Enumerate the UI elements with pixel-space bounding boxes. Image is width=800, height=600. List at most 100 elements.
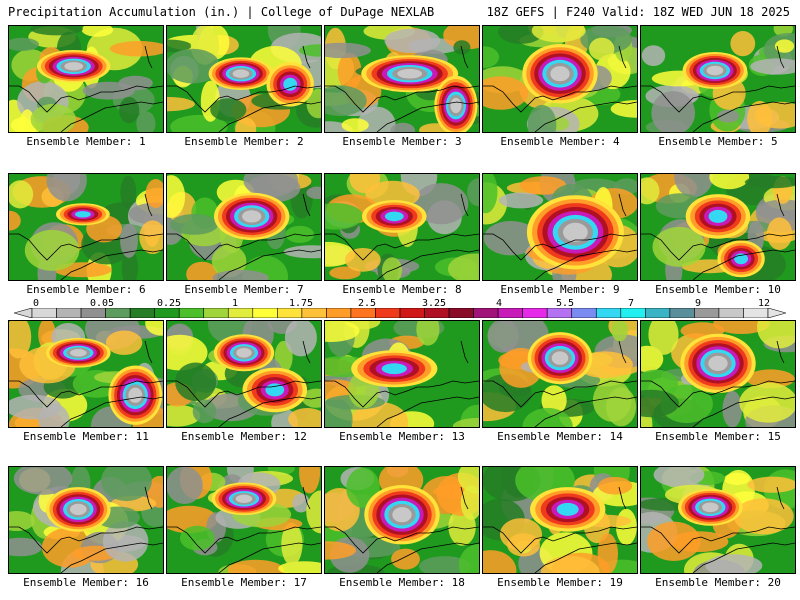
lake-outline bbox=[460, 45, 469, 69]
coastline-outline bbox=[534, 542, 637, 573]
precip-area bbox=[483, 46, 500, 68]
coastline-outline bbox=[60, 249, 163, 280]
precip-map bbox=[166, 173, 322, 281]
coastline-outline bbox=[218, 101, 321, 132]
precip-area bbox=[483, 550, 517, 573]
precip-area bbox=[540, 555, 600, 573]
legend-tick-label: 0.25 bbox=[156, 298, 182, 309]
legend-swatch bbox=[595, 308, 622, 318]
legend-swatch bbox=[522, 308, 548, 318]
precip-area bbox=[531, 26, 586, 43]
precip-area bbox=[9, 210, 21, 231]
precip-area bbox=[30, 103, 76, 132]
precip-map bbox=[482, 466, 638, 574]
precip-area bbox=[483, 76, 529, 110]
border-outline bbox=[9, 380, 163, 408]
ensemble-member-panel: Ensemble Member: 20 bbox=[640, 466, 796, 598]
ensemble-member-panel: Ensemble Member: 5 bbox=[640, 25, 796, 157]
ensemble-member-panel: Ensemble Member: 18 bbox=[324, 466, 480, 598]
lake-outline bbox=[460, 193, 469, 217]
ensemble-member-label: Ensemble Member: 19 bbox=[497, 576, 623, 589]
precip-core bbox=[283, 77, 298, 91]
legend-swatch bbox=[448, 308, 474, 318]
precip-area bbox=[453, 40, 471, 55]
border-outline bbox=[325, 380, 479, 408]
ensemble-member-panel: Ensemble Member: 13 bbox=[324, 320, 480, 452]
coastline-outline bbox=[376, 101, 479, 132]
border-outline bbox=[325, 85, 479, 113]
precip-core bbox=[392, 507, 412, 523]
precip-area bbox=[527, 104, 557, 132]
coastline-outline bbox=[692, 396, 795, 427]
precip-area bbox=[119, 97, 140, 124]
legend-swatch bbox=[277, 308, 303, 318]
precip-area bbox=[756, 199, 795, 222]
ensemble-member-label: Ensemble Member: 6 bbox=[26, 283, 146, 296]
precip-area bbox=[589, 37, 615, 61]
legend-swatch bbox=[473, 308, 499, 318]
legend-tick-label: 9 bbox=[694, 298, 702, 309]
precip-area bbox=[452, 418, 479, 427]
precip-core bbox=[70, 503, 87, 516]
precip-area bbox=[145, 179, 163, 208]
legend-swatch bbox=[546, 308, 573, 318]
precip-area bbox=[102, 520, 149, 562]
lake-outline bbox=[618, 193, 627, 217]
precip-map bbox=[640, 173, 796, 281]
ensemble-member-panel: Ensemble Member: 1 bbox=[8, 25, 164, 157]
precip-area bbox=[483, 221, 539, 256]
precip-core bbox=[128, 387, 143, 403]
precip-area bbox=[167, 404, 201, 427]
precip-core bbox=[706, 65, 724, 76]
ensemble-member-label: Ensemble Member: 17 bbox=[181, 576, 307, 589]
precip-area bbox=[325, 85, 367, 116]
border-outline bbox=[167, 526, 321, 554]
precip-core bbox=[235, 494, 253, 503]
legend-swatch bbox=[56, 308, 82, 318]
precip-core bbox=[550, 66, 570, 82]
coastline-outline bbox=[376, 396, 479, 427]
precip-area bbox=[750, 58, 795, 75]
coastline-outline bbox=[692, 249, 795, 280]
precip-core bbox=[70, 349, 87, 357]
precip-area bbox=[180, 525, 215, 551]
legend-swatch bbox=[31, 308, 57, 318]
precip-area bbox=[448, 253, 479, 280]
precip-core bbox=[556, 502, 579, 516]
coastline-outline bbox=[60, 396, 163, 427]
legend-swatch bbox=[424, 308, 450, 318]
lake-outline bbox=[776, 486, 785, 510]
legend-tick-label: 2.5 bbox=[357, 298, 377, 309]
precip-area bbox=[660, 384, 713, 424]
precip-area bbox=[611, 321, 628, 342]
legend-swatch bbox=[154, 308, 180, 318]
border-outline bbox=[167, 85, 321, 113]
border-outline bbox=[641, 380, 795, 408]
coastline-outline bbox=[534, 249, 637, 280]
precip-area bbox=[592, 379, 632, 422]
precip-core bbox=[551, 351, 569, 365]
precip-area bbox=[243, 174, 299, 198]
ensemble-member-label: Ensemble Member: 16 bbox=[23, 576, 149, 589]
ensemble-member-panel: Ensemble Member: 15 bbox=[640, 320, 796, 452]
legend-swatch bbox=[694, 308, 720, 318]
precip-area bbox=[13, 467, 73, 495]
precip-area bbox=[167, 334, 208, 371]
precip-area bbox=[717, 109, 740, 123]
precip-area bbox=[109, 41, 163, 57]
precip-area bbox=[325, 541, 356, 560]
ensemble-member-panel: Ensemble Member: 9 bbox=[482, 173, 638, 305]
precip-area bbox=[647, 521, 701, 561]
border-outline bbox=[483, 526, 637, 554]
ensemble-member-label: Ensemble Member: 13 bbox=[339, 430, 465, 443]
precip-area bbox=[713, 321, 770, 334]
legend-swatch bbox=[669, 308, 695, 318]
ensemble-member-panel: Ensemble Member: 19 bbox=[482, 466, 638, 598]
precip-area bbox=[325, 42, 371, 59]
coastline-outline bbox=[60, 542, 163, 573]
border-outline bbox=[167, 380, 321, 408]
precip-map bbox=[482, 25, 638, 133]
precip-area bbox=[24, 229, 80, 271]
border-outline bbox=[9, 526, 163, 554]
precip-area bbox=[46, 174, 87, 202]
